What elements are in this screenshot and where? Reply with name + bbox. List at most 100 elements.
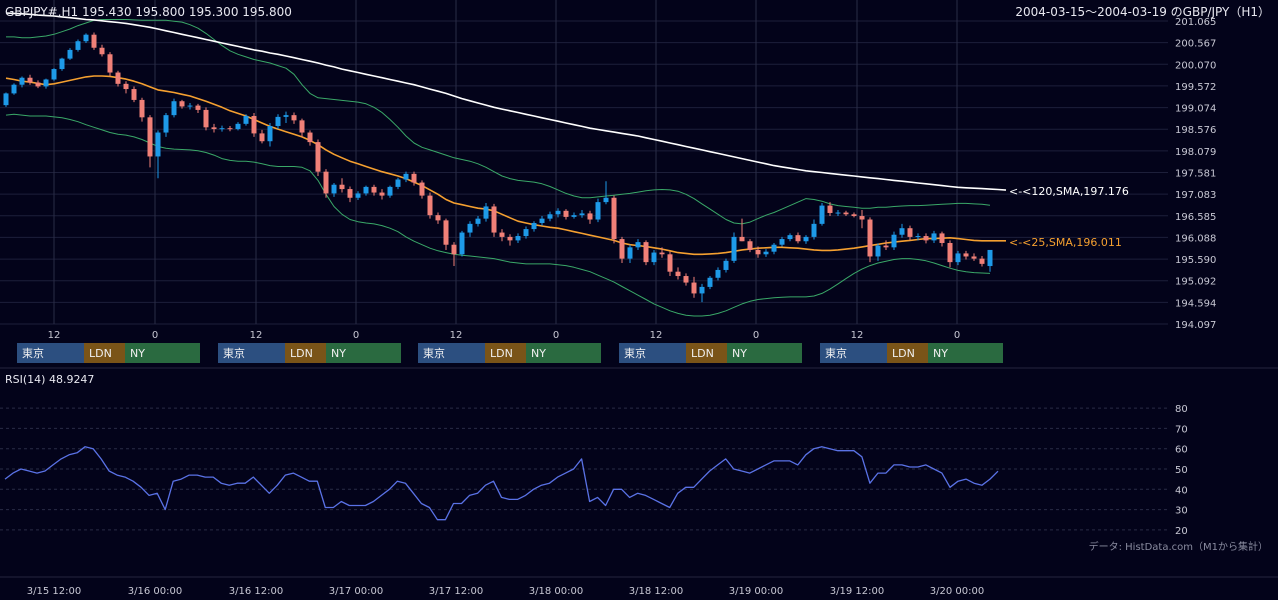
candle-body [627, 247, 633, 259]
date-tick-label: 3/16 00:00 [128, 586, 182, 597]
price-y-tick-label: 200.070 [1175, 60, 1216, 71]
candle-body [931, 233, 937, 241]
candle-body [299, 120, 305, 133]
candle-body [603, 197, 609, 203]
candle-body [235, 123, 241, 130]
candle-body [115, 72, 121, 84]
session-newyork-bar [727, 343, 802, 363]
session-london-label: LDN [89, 347, 112, 360]
candle-body [355, 193, 361, 198]
price-y-tick-label: 194.594 [1175, 298, 1216, 309]
candle-body [891, 234, 897, 248]
date-tick-label: 3/18 00:00 [529, 586, 583, 597]
hour-tick-label: 12 [851, 330, 864, 341]
candle-body [259, 133, 265, 142]
rsi-y-tick-label: 60 [1175, 445, 1188, 456]
candle-body [435, 215, 441, 221]
candle-body [523, 229, 529, 237]
sma25-line [5, 75, 1006, 256]
session-newyork-label: NY [732, 347, 747, 360]
session-london-bar [485, 343, 526, 363]
candle-body [475, 218, 481, 224]
session-newyork-label: NY [331, 347, 346, 360]
candle-body [643, 242, 649, 263]
session-tokyo-label: 東京 [223, 346, 245, 360]
hour-tick-label: 0 [353, 330, 359, 341]
candle-body [27, 77, 33, 83]
candle-body [795, 235, 801, 242]
candle-body [555, 210, 561, 215]
session-tokyo-label: 東京 [825, 346, 847, 360]
candle-body [947, 242, 953, 263]
candle-body [283, 115, 289, 117]
candle-body [251, 116, 257, 134]
candle-body [315, 142, 321, 172]
data-source-note: データ: HistData.com（M1から集計） [1089, 540, 1268, 553]
price-y-tick-label: 201.065 [1175, 17, 1216, 28]
candle-body [243, 116, 249, 124]
date-tick-label: 3/19 00:00 [729, 586, 783, 597]
candle-body [91, 34, 97, 48]
candle-body [787, 235, 793, 240]
session-tokyo-bar [820, 343, 887, 363]
session-london-bar [84, 343, 125, 363]
candle-body [731, 236, 737, 261]
candle-body [531, 222, 537, 230]
candle-body [107, 54, 113, 73]
session-london-label: LDN [691, 347, 714, 360]
candle-body [819, 205, 825, 224]
candle-body [651, 252, 657, 263]
candle-body [331, 184, 337, 194]
candle-body [99, 47, 105, 55]
candle-body [803, 236, 809, 242]
candle-body [291, 115, 297, 121]
candle-body [755, 249, 761, 255]
session-tokyo-label: 東京 [423, 346, 445, 360]
bollinger-upper-line [6, 19, 991, 225]
hour-tick-label: 12 [450, 330, 463, 341]
session-tokyo-bar [218, 343, 285, 363]
price-y-tick-label: 199.074 [1175, 104, 1216, 115]
session-london-bar [887, 343, 928, 363]
hour-tick-label: 0 [954, 330, 960, 341]
candle-body [939, 233, 945, 243]
candle-body [379, 192, 385, 196]
candle-body [963, 253, 969, 257]
sma120-line [5, 12, 1007, 191]
hour-tick-label: 0 [152, 330, 158, 341]
sma-lines [5, 12, 1007, 256]
bollinger-bands [5, 19, 991, 317]
candle-body [427, 195, 433, 216]
candle-body [763, 251, 769, 255]
session-tokyo-bar [619, 343, 686, 363]
candle-body [347, 189, 353, 198]
rsi-y-tick-label: 40 [1175, 485, 1188, 496]
candle-body [875, 245, 881, 257]
candle-body [923, 236, 929, 241]
candle-body [227, 128, 233, 130]
candle-body [499, 232, 505, 237]
price-vertical-gridlines [53, 0, 958, 324]
symbol-info: GBPJPY#,H1 195.430 195.800 195.300 195.8… [5, 5, 292, 19]
hour-tick-label: 12 [650, 330, 663, 341]
candle-body [907, 228, 913, 237]
candle-body [659, 252, 665, 255]
candle-body [955, 253, 961, 263]
rsi-y-tick-label: 30 [1175, 506, 1188, 517]
rsi-y-tick-label: 50 [1175, 465, 1188, 476]
candle-body [811, 223, 817, 237]
candle-body [451, 244, 457, 255]
candle-body [491, 206, 497, 233]
candle-body [683, 276, 689, 283]
session-tokyo-label: 東京 [624, 346, 646, 360]
candle-body [443, 220, 449, 245]
candle-body [835, 212, 841, 214]
rsi-title: RSI(14) 48.9247 [5, 373, 94, 386]
candle-body [747, 241, 753, 250]
hour-tick-label: 0 [553, 330, 559, 341]
candle-body [11, 84, 17, 94]
session-newyork-label: NY [130, 347, 145, 360]
candle-body [3, 93, 9, 106]
candle-body [195, 105, 201, 110]
